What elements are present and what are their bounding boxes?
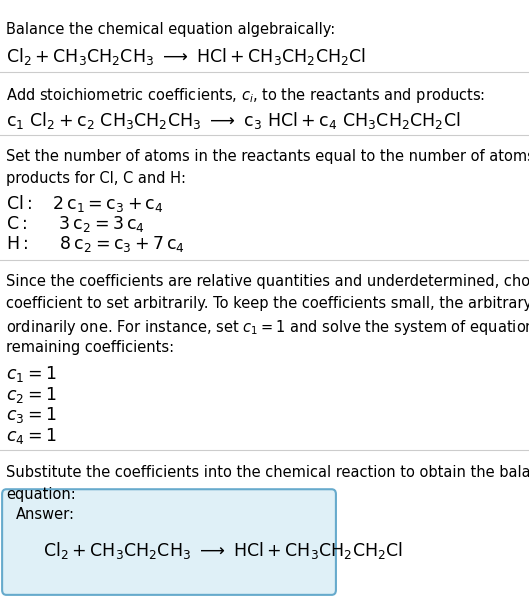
Text: $\mathrm{Cl_2 + CH_3CH_2CH_3 \ \longrightarrow \ HCl + CH_3CH_2CH_2Cl}$: $\mathrm{Cl_2 + CH_3CH_2CH_3 \ \longrigh… [6, 46, 367, 67]
Text: $\mathrm{Cl_2 + CH_3CH_2CH_3 \ \longrightarrow \ HCl + CH_3CH_2CH_2Cl}$: $\mathrm{Cl_2 + CH_3CH_2CH_3 \ \longrigh… [43, 540, 404, 561]
Text: Add stoichiometric coefficients, $c_i$, to the reactants and products:: Add stoichiometric coefficients, $c_i$, … [6, 86, 486, 105]
Text: ordinarily one. For instance, set $c_1 = 1$ and solve the system of equations fo: ordinarily one. For instance, set $c_1 =… [6, 318, 529, 337]
Text: $\mathrm{Cl:\quad 2\,c_1 = c_3 + c_4}$: $\mathrm{Cl:\quad 2\,c_1 = c_3 + c_4}$ [6, 193, 164, 214]
Text: remaining coefficients:: remaining coefficients: [6, 340, 175, 355]
Text: $\mathrm{C:\quad\ \ 3\,c_2 = 3\,c_4}$: $\mathrm{C:\quad\ \ 3\,c_2 = 3\,c_4}$ [6, 214, 145, 234]
Text: $c_1 = 1$: $c_1 = 1$ [6, 364, 57, 384]
Text: products for Cl, C and H:: products for Cl, C and H: [6, 171, 186, 186]
Text: $\mathrm{H:\quad\ \ 8\,c_2 = c_3 + 7\,c_4}$: $\mathrm{H:\quad\ \ 8\,c_2 = c_3 + 7\,c_… [6, 234, 185, 254]
Text: equation:: equation: [6, 487, 76, 502]
Text: $c_3 = 1$: $c_3 = 1$ [6, 405, 57, 426]
Text: coefficient to set arbitrarily. To keep the coefficients small, the arbitrary va: coefficient to set arbitrarily. To keep … [6, 296, 529, 311]
Text: $c_2 = 1$: $c_2 = 1$ [6, 385, 57, 405]
FancyBboxPatch shape [2, 489, 336, 595]
Text: Balance the chemical equation algebraically:: Balance the chemical equation algebraica… [6, 22, 335, 37]
Text: $c_4 = 1$: $c_4 = 1$ [6, 426, 57, 446]
Text: $\mathrm{c_1\ Cl_2 + c_2\ CH_3CH_2CH_3 \ \longrightarrow \ c_3\ HCl + c_4\ CH_3C: $\mathrm{c_1\ Cl_2 + c_2\ CH_3CH_2CH_3 \… [6, 110, 461, 132]
Text: Substitute the coefficients into the chemical reaction to obtain the balanced: Substitute the coefficients into the che… [6, 465, 529, 480]
Text: Since the coefficients are relative quantities and underdetermined, choose a: Since the coefficients are relative quan… [6, 274, 529, 290]
Text: Set the number of atoms in the reactants equal to the number of atoms in the: Set the number of atoms in the reactants… [6, 149, 529, 164]
Text: Answer:: Answer: [16, 507, 75, 523]
